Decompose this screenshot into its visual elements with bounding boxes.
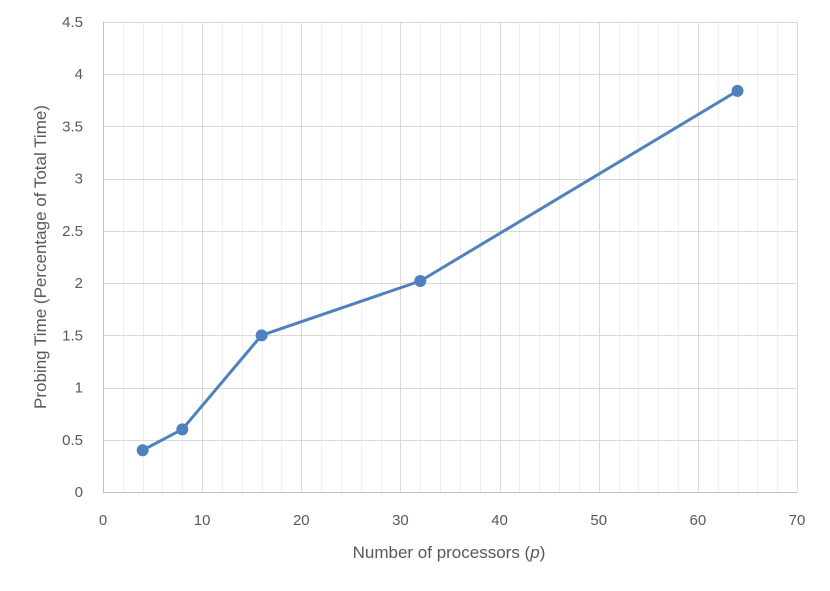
y-axis-title: Probing Time (Percentage of Total Time) <box>31 105 50 409</box>
y-tick-label: 2.5 <box>62 223 83 240</box>
x-tick-label: 50 <box>590 512 607 529</box>
y-tick-label: 3.5 <box>62 118 83 135</box>
y-tick-label: 0.5 <box>62 432 83 449</box>
y-tick-label: 2 <box>75 275 83 292</box>
data-point <box>731 84 744 97</box>
data-point <box>176 423 189 436</box>
y-tick-label: 3 <box>75 171 83 188</box>
x-tick-label: 10 <box>194 512 211 529</box>
x-axis-title-prefix: Number of processors ( <box>353 543 531 562</box>
x-axis-title-variable: p <box>529 543 539 562</box>
y-tick-label: 1 <box>75 380 83 397</box>
x-axis-title: Number of processors (p) <box>353 543 546 562</box>
y-tick-label: 0 <box>75 484 83 501</box>
x-tick-labels: 0 10 20 30 40 50 60 70 <box>99 512 806 529</box>
x-tick-label: 70 <box>789 512 806 529</box>
x-tick-label: 30 <box>392 512 409 529</box>
axes <box>103 22 797 493</box>
major-gridlines <box>103 22 798 492</box>
data-point <box>136 444 149 457</box>
x-axis-title-suffix: ) <box>540 543 546 562</box>
data-point <box>414 275 427 288</box>
y-tick-labels: 0 0.5 1 1.5 2 2.5 3 3.5 4 4.5 <box>62 14 83 501</box>
x-tick-label: 0 <box>99 512 107 529</box>
y-tick-label: 4.5 <box>62 14 83 31</box>
data-point <box>255 329 268 342</box>
x-tick-label: 60 <box>690 512 707 529</box>
y-tick-label: 4 <box>75 66 83 83</box>
data-series <box>136 84 744 457</box>
y-tick-label: 1.5 <box>62 327 83 344</box>
x-tick-label: 40 <box>491 512 508 529</box>
x-tick-label: 20 <box>293 512 310 529</box>
minor-gridlines <box>123 22 778 492</box>
